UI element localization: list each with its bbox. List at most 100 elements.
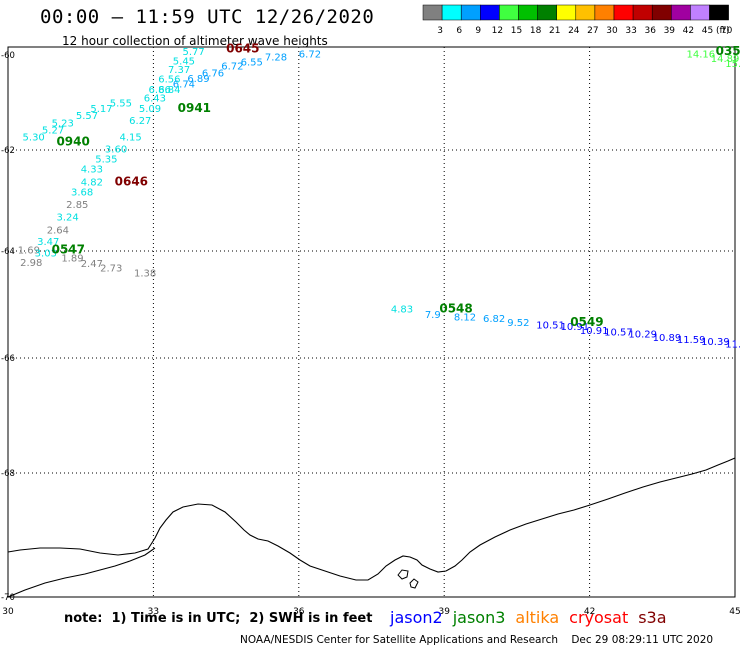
legend-swatch [709, 4, 729, 21]
swh-value-label: 10.51 [536, 321, 565, 332]
legend-swatch [480, 4, 500, 21]
swh-value-label: 7.28 [265, 53, 287, 64]
lon-tick-label: 33 [148, 607, 159, 617]
mission-label: jason2 [390, 608, 443, 627]
legend-swatch [499, 4, 519, 21]
swh-value-label: 10.91 [561, 322, 590, 333]
legend-swatch [556, 4, 577, 21]
lat-tick-label: -60 [1, 51, 15, 61]
swh-value-label: 6.76 [202, 68, 224, 79]
swh-value-label: 6.72 [221, 61, 243, 72]
pass-time-label: 0645 [226, 42, 259, 56]
map-frame [7, 46, 736, 598]
antarctic-coastline [7, 457, 736, 581]
swh-value-label: 6.84 [158, 85, 180, 96]
mission-label: s3a [638, 608, 667, 627]
swh-value-label: 3.68 [71, 187, 93, 198]
mission-legend: jason2 jason3 altika cryosat s3a [390, 608, 677, 627]
swh-value-label: 4.82 [81, 177, 103, 188]
legend-tick-label: 21 [549, 26, 560, 36]
swh-value-label: 1.38 [134, 269, 156, 280]
swh-value-label: 5.35 [95, 155, 117, 166]
swh-value-label: 8.12 [454, 313, 476, 324]
legend-tick-label: 27 [587, 26, 598, 36]
legend-swatch [575, 4, 596, 21]
legend-swatch [632, 4, 653, 21]
swh-value-label: 5.45 [173, 57, 195, 68]
swh-value-label: 3.60 [105, 145, 127, 156]
swh-value-label: 2.85 [66, 200, 88, 211]
swh-value-label: 2.47 [81, 259, 103, 270]
legend-swatch [671, 4, 691, 21]
legend-tick-label: 18 [530, 26, 542, 36]
swh-value-label: 4.33 [81, 165, 103, 176]
legend-tick-label: 24 [568, 26, 580, 36]
legend-tick-label: 36 [644, 26, 656, 36]
swh-value-label: 5.55 [110, 98, 132, 109]
swh-value-label: 9.52 [507, 318, 529, 329]
swh-value-label: 6.82 [483, 314, 505, 325]
legend-swatch [613, 4, 634, 21]
swh-value-label: 4.15 [119, 133, 141, 144]
color-legend: 3 6 9 12 15 18 21 24 27 30 33 36 39 42 45 70(ft) [422, 4, 733, 36]
legend-swatch [460, 4, 481, 21]
swh-value-label: 5.77 [182, 47, 204, 58]
swh-value-label: 3.03 [35, 248, 57, 259]
swh-value-label: 6.89 [187, 74, 209, 85]
legend-tick-label: 3 [437, 26, 443, 36]
swh-value-label: 6.56 [158, 75, 180, 86]
pass-time-label: 0352 [716, 44, 740, 58]
pass-time-label: 0941 [178, 101, 211, 115]
lon-tick-label: 45 [729, 607, 740, 617]
pass-time-label: 0646 [115, 174, 148, 188]
legend-tick-label: 42 [683, 26, 694, 36]
mission-label: jason3 [452, 608, 506, 627]
lon-tick-label: 39 [438, 607, 450, 617]
legend-tick-label: 30 [606, 26, 618, 36]
coastline [7, 457, 736, 598]
swh-value-label: 11.19 [725, 339, 740, 350]
pass-time-labels: 0645 0941 0940 0646 0547 0548 0549 0352 [52, 42, 740, 329]
legend-tick-label: 15 [511, 26, 522, 36]
swh-value-label: 11.59 [677, 335, 706, 346]
swh-value-label: 6.86 [149, 85, 171, 96]
swh-value-label: 5.30 [23, 133, 45, 144]
swh-value-label: 2.98 [20, 258, 42, 269]
swh-value-label: 7.9 [425, 310, 441, 321]
swh-value-label: 3.24 [56, 213, 78, 224]
swh-value-label: 5.09 [139, 104, 161, 115]
swh-value-label: 6.55 [241, 57, 263, 68]
pass-time-label: 0548 [439, 302, 472, 316]
swh-value-label: 4.83 [391, 305, 413, 316]
swh-value-label: 10.57 [604, 328, 633, 339]
lat-tick-label: -64 [1, 247, 15, 257]
lat-tick-label: -70 [1, 593, 15, 603]
lon-tick-label: 36 [293, 607, 305, 617]
island-shape [397, 569, 409, 580]
legend-tick-label: 6 [456, 26, 462, 36]
legend-tick-label: 12 [492, 26, 503, 36]
lat-lon-grid: 30 33 36 39 42 45 -60 -62 -64 -66 -68 -70 [1, 47, 740, 617]
legend-unit: (ft) [716, 26, 730, 36]
footnote: note: 1) Time is in UTC; 2) SWH is in fe… [64, 611, 373, 626]
lat-tick-label: -68 [1, 469, 15, 479]
lon-tick-label: 30 [2, 607, 14, 617]
swh-value-label: 5.27 [42, 125, 64, 136]
pass-time-label: 0940 [56, 134, 89, 148]
legend-swatch [690, 4, 710, 21]
mission-label: cryosat [569, 608, 629, 627]
swh-value-label: 10.39 [701, 337, 730, 348]
lat-tick-label: -66 [1, 354, 15, 364]
legend-tick-label: 39 [664, 26, 676, 36]
swh-value-label: 6.74 [173, 79, 195, 90]
pass-time-label: 0547 [52, 243, 85, 257]
swh-value-label: 10.91 [580, 326, 609, 337]
map-subtitle: 12 hour collection of altimeter wave hei… [62, 34, 328, 48]
credit-line: NOAA/NESDIS Center for Satellite Applica… [240, 634, 714, 646]
legend-swatch [537, 4, 557, 21]
mission-label: altika [515, 608, 560, 627]
lon-tick-label: 42 [584, 607, 595, 617]
map-border [7, 46, 736, 598]
legend-tick-label: 33 [625, 26, 636, 36]
